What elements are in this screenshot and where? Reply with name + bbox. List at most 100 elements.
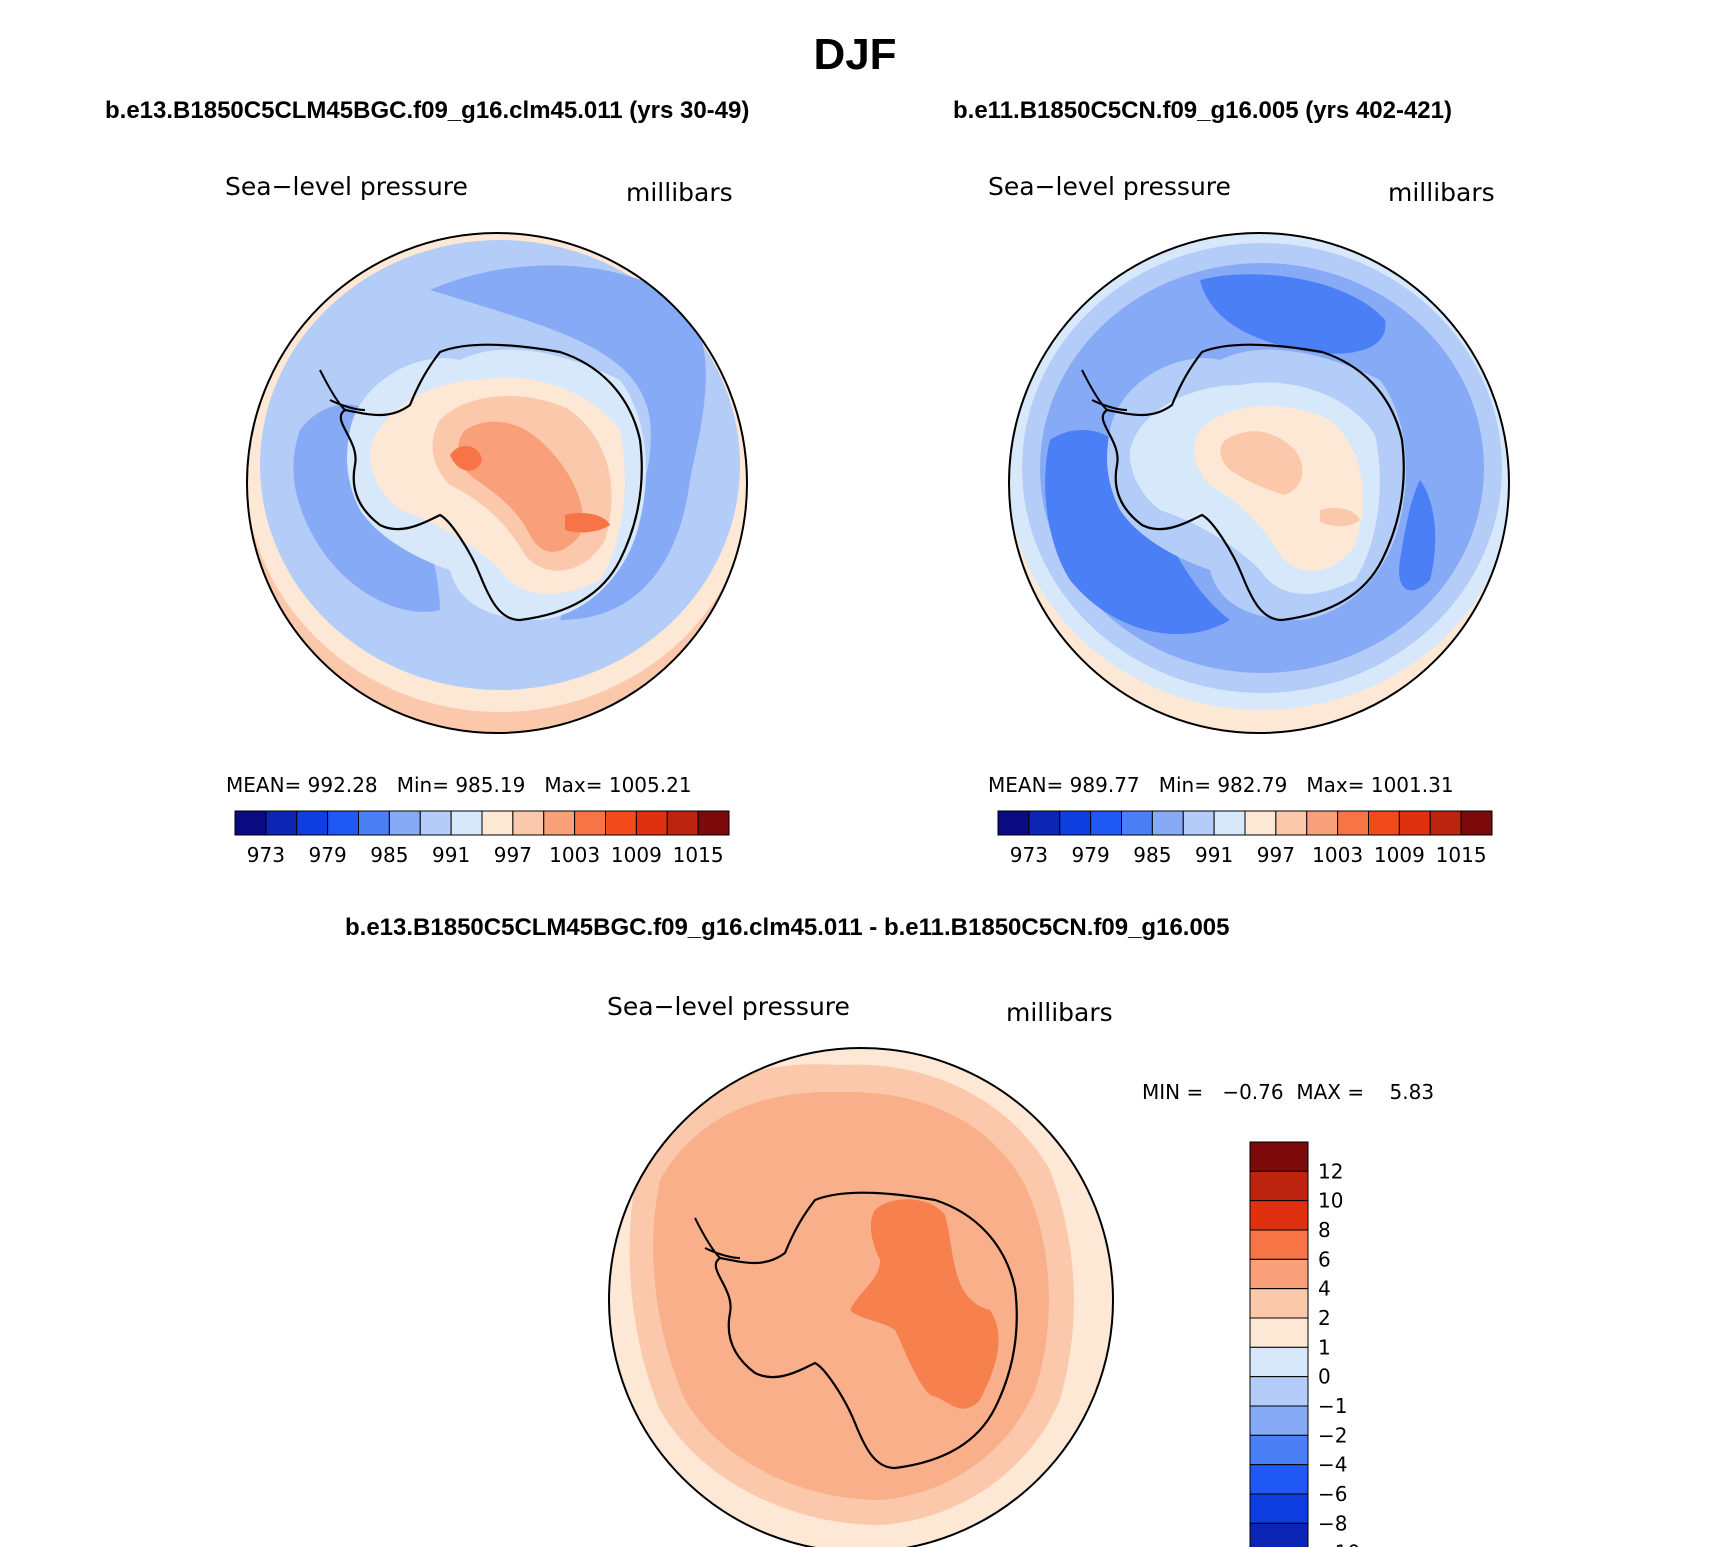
colorbar-tick-label: 10 [1318,1189,1343,1213]
map-panel-case1 [246,232,748,734]
map-fill-low3 [1399,480,1436,591]
map-fill-land-top [565,513,610,533]
colorbar-tick-label: 1015 [673,843,724,867]
diff-max-value: 5.83 [1389,1080,1435,1104]
colorbar-swatch [1275,810,1308,836]
map-fill-low2 [1045,430,1230,635]
diff-min-value: −0.76 [1222,1080,1284,1104]
colorbar-tick-label: 979 [309,843,347,867]
colorbar-tick-label: 4 [1318,1277,1331,1301]
diff-units: millibars [1006,998,1113,1027]
map-boundary-case2 [1008,232,1510,734]
min-label: Min= [396,773,449,797]
colorbar-tick-label: 0 [1318,1365,1331,1389]
colorbar-tick-label: 1009 [611,843,662,867]
colorbar-swatch [1249,1434,1309,1466]
colorbar-swatch [1090,810,1122,836]
colorbar-swatch [1249,1464,1309,1495]
colorbar-swatch [1249,1288,1309,1319]
colorbar-tick-label: 985 [1133,843,1171,867]
map-fill-low1 [1200,274,1386,354]
case2-units: millibars [1388,178,1495,207]
colorbar-tick-label: 1003 [1312,843,1363,867]
diff-minmax: MIN = −0.76 MAX = 5.83 [1142,1080,1434,1104]
colorbar-swatch [1337,810,1369,836]
colorbar-case1: 973 979 985 991 997 1003 1009 1015 [234,810,730,867]
diff-max-label: MAX = [1296,1080,1365,1104]
colorbar-swatch [1460,810,1493,836]
case2-title: b.e11.B1850C5CN.f09_g16.005 (yrs 402-421… [953,97,1452,124]
colorbar-tick-label: −4 [1318,1453,1347,1477]
colorbar-tick-label: 973 [247,843,285,867]
max-label: Max= [1306,773,1365,797]
colorbar-tick-label: 985 [370,843,408,867]
colorbar-swatch [296,810,329,836]
min-label: Min= [1158,773,1211,797]
map-fill-land-peak2 [1320,508,1360,527]
colorbar-tick-label: 991 [1195,843,1233,867]
colorbar-swatch [358,810,390,836]
colorbar-swatch [1398,810,1431,836]
colorbar-swatch [1249,1258,1309,1290]
mean-value: 992.28 [307,773,378,797]
colorbar-swatch [1249,1141,1309,1172]
colorbar-tick-label: −2 [1318,1423,1347,1447]
colorbar-swatch [574,810,606,836]
colorbar-swatch [1249,1376,1309,1407]
case1-units: millibars [626,178,733,207]
colorbar-tick-label: 1 [1318,1335,1331,1359]
colorbar-swatch [388,810,421,836]
case1-variable: Sea−level pressure [225,172,468,201]
colorbar-tick-label: −10 [1318,1541,1360,1547]
diff-variable: Sea−level pressure [607,992,850,1021]
colorbar-swatch [481,810,514,836]
colorbar-swatch [1249,1493,1309,1524]
mean-label: MEAN= [226,773,302,797]
colorbar-swatch [1249,1317,1309,1348]
map-panel-diff [608,1047,1114,1547]
case2-stats: MEAN= 989.77 Min= 982.79 Max= 1001.31 [988,773,1454,797]
page-title: DJF [813,30,897,79]
colorbar-swatch [1028,810,1061,836]
colorbar-swatch [666,810,699,836]
colorbar-tick-label: 991 [432,843,470,867]
colorbar-tick-label: 997 [1257,843,1295,867]
colorbar-swatch [1368,810,1400,836]
max-label: Max= [544,773,603,797]
colorbar-swatch [1151,810,1184,836]
colorbar-tick-label: 12 [1318,1159,1343,1183]
colorbar-swatch [1249,1522,1309,1547]
case2-variable: Sea−level pressure [988,172,1231,201]
colorbar-tick-label: 997 [494,843,532,867]
colorbar-swatch [419,810,452,836]
colorbar-tick-label: −1 [1318,1394,1347,1418]
colorbar-tick-label: 8 [1318,1218,1331,1242]
colorbar-tick-label: 6 [1318,1247,1331,1271]
colorbar-swatch [512,810,545,836]
colorbar-swatch [265,810,298,836]
colorbar-tick-label: 1003 [549,843,600,867]
colorbar-swatch [1249,1200,1309,1231]
diff-title: b.e13.B1850C5CLM45BGC.f09_g16.clm45.011 … [345,914,1230,941]
colorbar-swatch [635,810,668,836]
peninsula-case1 [319,369,366,411]
colorbar-tick-label: 973 [1010,843,1048,867]
map-fill-land-peak [458,421,583,552]
colorbar-swatch [543,810,576,836]
map-fill-land-peak [1220,431,1303,495]
colorbar-swatch [1121,810,1153,836]
colorbar-case2: 973 979 985 991 997 1003 1009 1015 [997,810,1493,867]
max-value: 1005.21 [608,773,692,797]
colorbar-swatch [1249,1229,1309,1260]
colorbar-swatch [1249,1170,1309,1202]
mean-label: MEAN= [988,773,1064,797]
map-panel-case2 [1008,232,1510,734]
colorbar-swatch [450,810,483,836]
colorbar-tick-label: −8 [1318,1511,1347,1535]
colorbar-swatch [1306,810,1339,836]
case1-title: b.e13.B1850C5CLM45BGC.f09_g16.clm45.011 … [105,97,750,124]
min-value: 982.79 [1217,773,1288,797]
min-value: 985.19 [455,773,526,797]
